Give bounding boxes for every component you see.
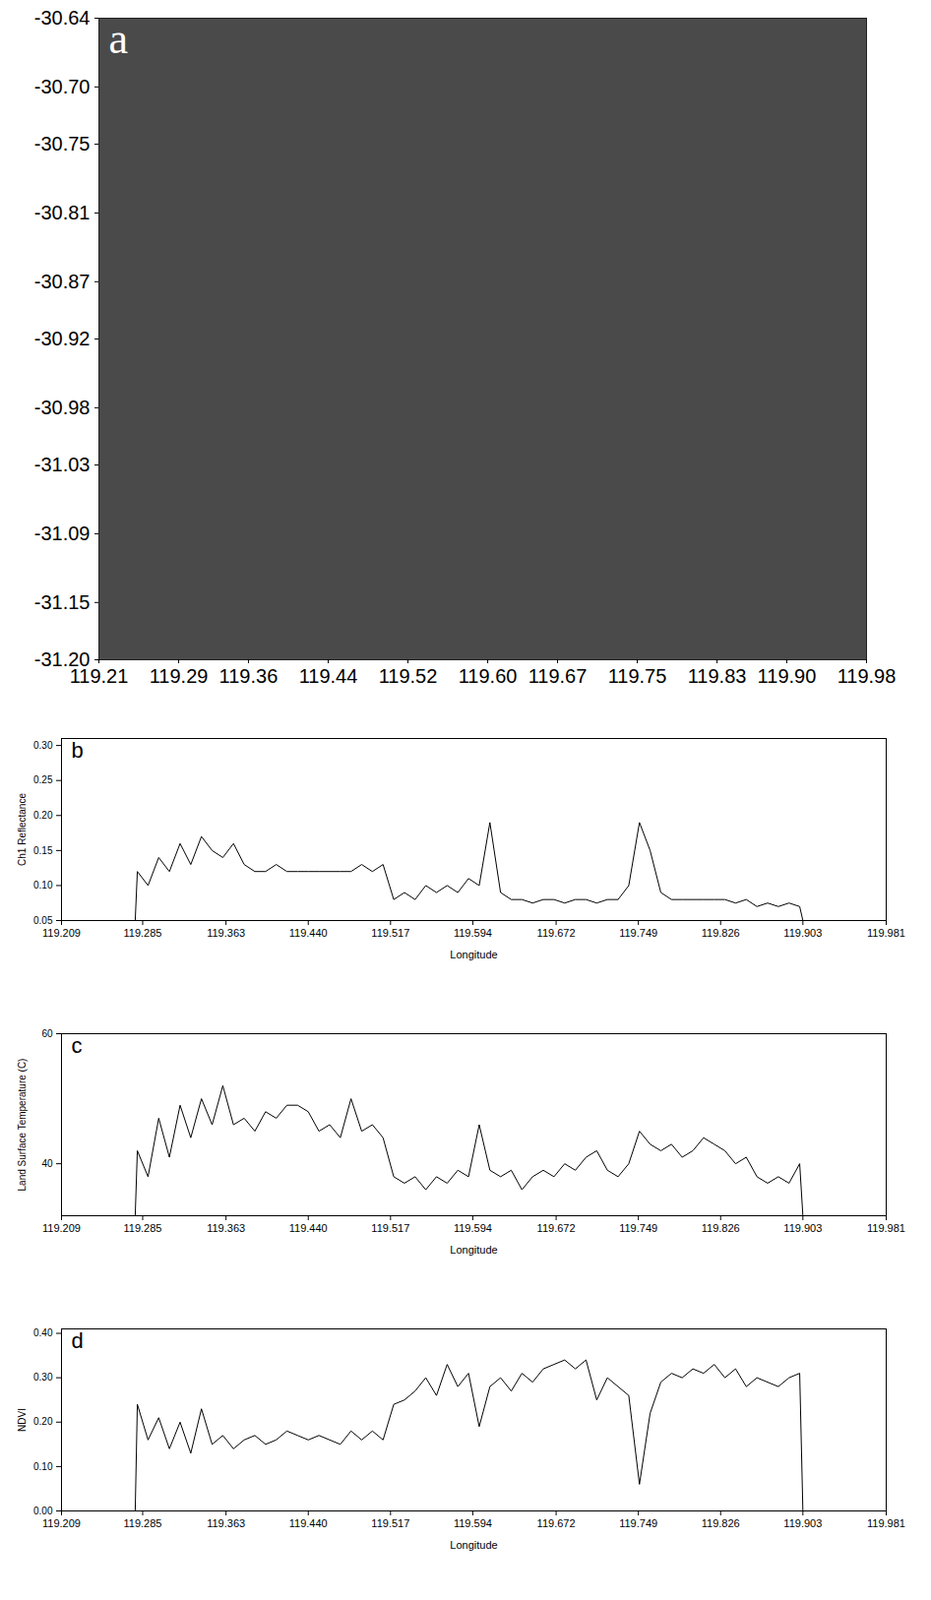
- svg-text:NDVI: NDVI: [16, 1408, 28, 1432]
- svg-text:119.749: 119.749: [619, 1222, 658, 1235]
- svg-text:0.25: 0.25: [33, 774, 54, 786]
- svg-text:119.29: 119.29: [149, 665, 209, 687]
- svg-text:0.20: 0.20: [33, 809, 54, 821]
- svg-text:a: a: [109, 14, 129, 63]
- svg-text:0.30: 0.30: [33, 1371, 54, 1383]
- svg-text:Longitude: Longitude: [449, 948, 497, 961]
- svg-text:119.52: 119.52: [378, 665, 438, 687]
- svg-text:-31.20: -31.20: [34, 648, 91, 671]
- svg-text:119.98: 119.98: [837, 665, 897, 687]
- svg-text:119.594: 119.594: [453, 1517, 493, 1530]
- svg-text:-31.09: -31.09: [34, 522, 91, 545]
- svg-text:119.826: 119.826: [701, 927, 741, 939]
- svg-text:119.209: 119.209: [42, 927, 81, 939]
- svg-text:119.363: 119.363: [206, 927, 246, 939]
- svg-text:119.440: 119.440: [289, 1517, 328, 1530]
- svg-text:119.75: 119.75: [608, 665, 668, 687]
- svg-text:-31.15: -31.15: [34, 591, 91, 614]
- svg-text:119.517: 119.517: [371, 927, 410, 939]
- svg-text:119.36: 119.36: [219, 665, 279, 687]
- svg-text:0.10: 0.10: [33, 1461, 54, 1473]
- svg-text:Longitude: Longitude: [449, 1539, 497, 1552]
- svg-text:119.285: 119.285: [124, 1222, 163, 1235]
- svg-text:Ch1 Reflectance: Ch1 Reflectance: [16, 793, 28, 867]
- svg-text:119.209: 119.209: [42, 1517, 81, 1530]
- svg-text:-31.03: -31.03: [34, 453, 91, 476]
- svg-text:119.594: 119.594: [453, 927, 493, 939]
- svg-text:119.594: 119.594: [453, 1222, 493, 1235]
- svg-text:119.672: 119.672: [537, 1517, 576, 1530]
- svg-text:119.83: 119.83: [687, 665, 747, 687]
- svg-text:119.363: 119.363: [206, 1222, 246, 1235]
- svg-text:119.67: 119.67: [528, 665, 588, 687]
- svg-text:b: b: [71, 738, 84, 763]
- svg-text:119.981: 119.981: [867, 1517, 906, 1530]
- svg-text:-30.75: -30.75: [34, 132, 91, 155]
- svg-text:0.00: 0.00: [33, 1505, 54, 1517]
- svg-text:Land Surface Temperature (C): Land Surface Temperature (C): [16, 1058, 28, 1192]
- svg-text:119.903: 119.903: [783, 927, 822, 939]
- svg-text:Longitude: Longitude: [449, 1243, 497, 1256]
- svg-text:119.749: 119.749: [619, 927, 658, 939]
- svg-text:119.363: 119.363: [206, 1517, 246, 1530]
- svg-text:119.21: 119.21: [69, 664, 129, 687]
- svg-text:40: 40: [41, 1158, 54, 1170]
- svg-text:119.440: 119.440: [289, 927, 328, 939]
- svg-text:119.517: 119.517: [371, 1222, 410, 1235]
- svg-text:-30.87: -30.87: [34, 270, 91, 293]
- svg-text:119.903: 119.903: [783, 1517, 822, 1530]
- svg-text:119.285: 119.285: [124, 1517, 163, 1530]
- svg-text:119.90: 119.90: [757, 665, 817, 687]
- svg-text:119.285: 119.285: [124, 927, 163, 939]
- svg-text:119.826: 119.826: [701, 1222, 741, 1235]
- svg-text:0.40: 0.40: [33, 1327, 54, 1339]
- svg-text:119.517: 119.517: [371, 1517, 410, 1530]
- svg-text:0.10: 0.10: [33, 879, 54, 891]
- svg-text:119.440: 119.440: [289, 1222, 328, 1235]
- svg-text:119.209: 119.209: [42, 1222, 81, 1235]
- svg-text:119.749: 119.749: [619, 1517, 658, 1530]
- svg-text:0.20: 0.20: [33, 1416, 54, 1428]
- svg-text:-30.70: -30.70: [34, 75, 91, 98]
- svg-text:-30.64: -30.64: [34, 6, 91, 29]
- svg-text:119.60: 119.60: [458, 665, 518, 687]
- svg-text:119.981: 119.981: [867, 927, 906, 939]
- svg-text:119.44: 119.44: [299, 665, 359, 687]
- svg-text:-30.92: -30.92: [34, 327, 91, 350]
- svg-text:0.15: 0.15: [33, 845, 54, 857]
- svg-text:0.05: 0.05: [33, 915, 54, 927]
- svg-text:-30.81: -30.81: [34, 201, 91, 224]
- svg-text:60: 60: [41, 1028, 54, 1040]
- svg-text:d: d: [71, 1328, 84, 1354]
- svg-text:0.30: 0.30: [33, 740, 54, 751]
- svg-text:119.826: 119.826: [701, 1517, 741, 1530]
- svg-text:119.672: 119.672: [537, 1222, 576, 1235]
- svg-text:c: c: [71, 1033, 83, 1058]
- svg-text:-30.98: -30.98: [34, 396, 91, 419]
- svg-text:119.672: 119.672: [537, 927, 576, 939]
- svg-text:119.981: 119.981: [867, 1222, 906, 1235]
- svg-text:119.903: 119.903: [783, 1222, 822, 1235]
